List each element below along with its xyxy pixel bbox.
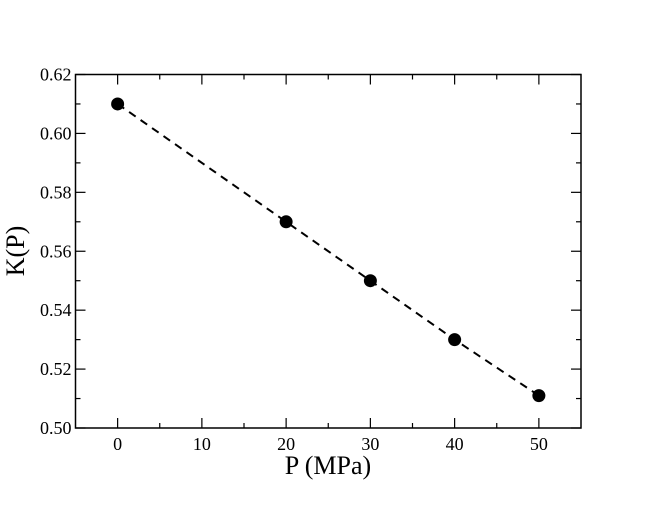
y-tick-label: 0.54	[40, 300, 72, 320]
y-tick-label: 0.62	[40, 65, 72, 85]
series-line	[117, 103, 540, 397]
x-tick-label: 0	[113, 434, 122, 454]
y-axis-label: K(P)	[1, 226, 30, 277]
axis-ticks	[75, 73, 581, 429]
y-tick-label: 0.58	[40, 182, 72, 202]
y-axis-tick-labels: 0.50 0.52 0.54 0.56 0.58 0.60 0.62	[40, 65, 72, 439]
y-tick-label: 0.56	[40, 241, 72, 261]
y-tick-label: 0.50	[40, 418, 72, 438]
data-series	[111, 97, 546, 403]
x-tick-label: 20	[277, 434, 295, 454]
x-tick-label: 30	[361, 434, 379, 454]
data-point-marker	[363, 274, 377, 288]
x-tick-label: 40	[446, 434, 464, 454]
data-point-marker	[448, 333, 462, 347]
data-point-marker	[279, 215, 293, 229]
data-point-marker	[111, 97, 125, 111]
x-axis-tick-labels: 0 10 20 30 40 50	[113, 434, 548, 454]
x-tick-label: 50	[530, 434, 548, 454]
x-tick-label: 10	[193, 434, 211, 454]
y-tick-label: 0.60	[40, 123, 72, 143]
data-point-marker	[532, 389, 546, 403]
y-tick-label: 0.52	[40, 359, 72, 379]
x-axis-label: P (MPa)	[285, 451, 371, 480]
